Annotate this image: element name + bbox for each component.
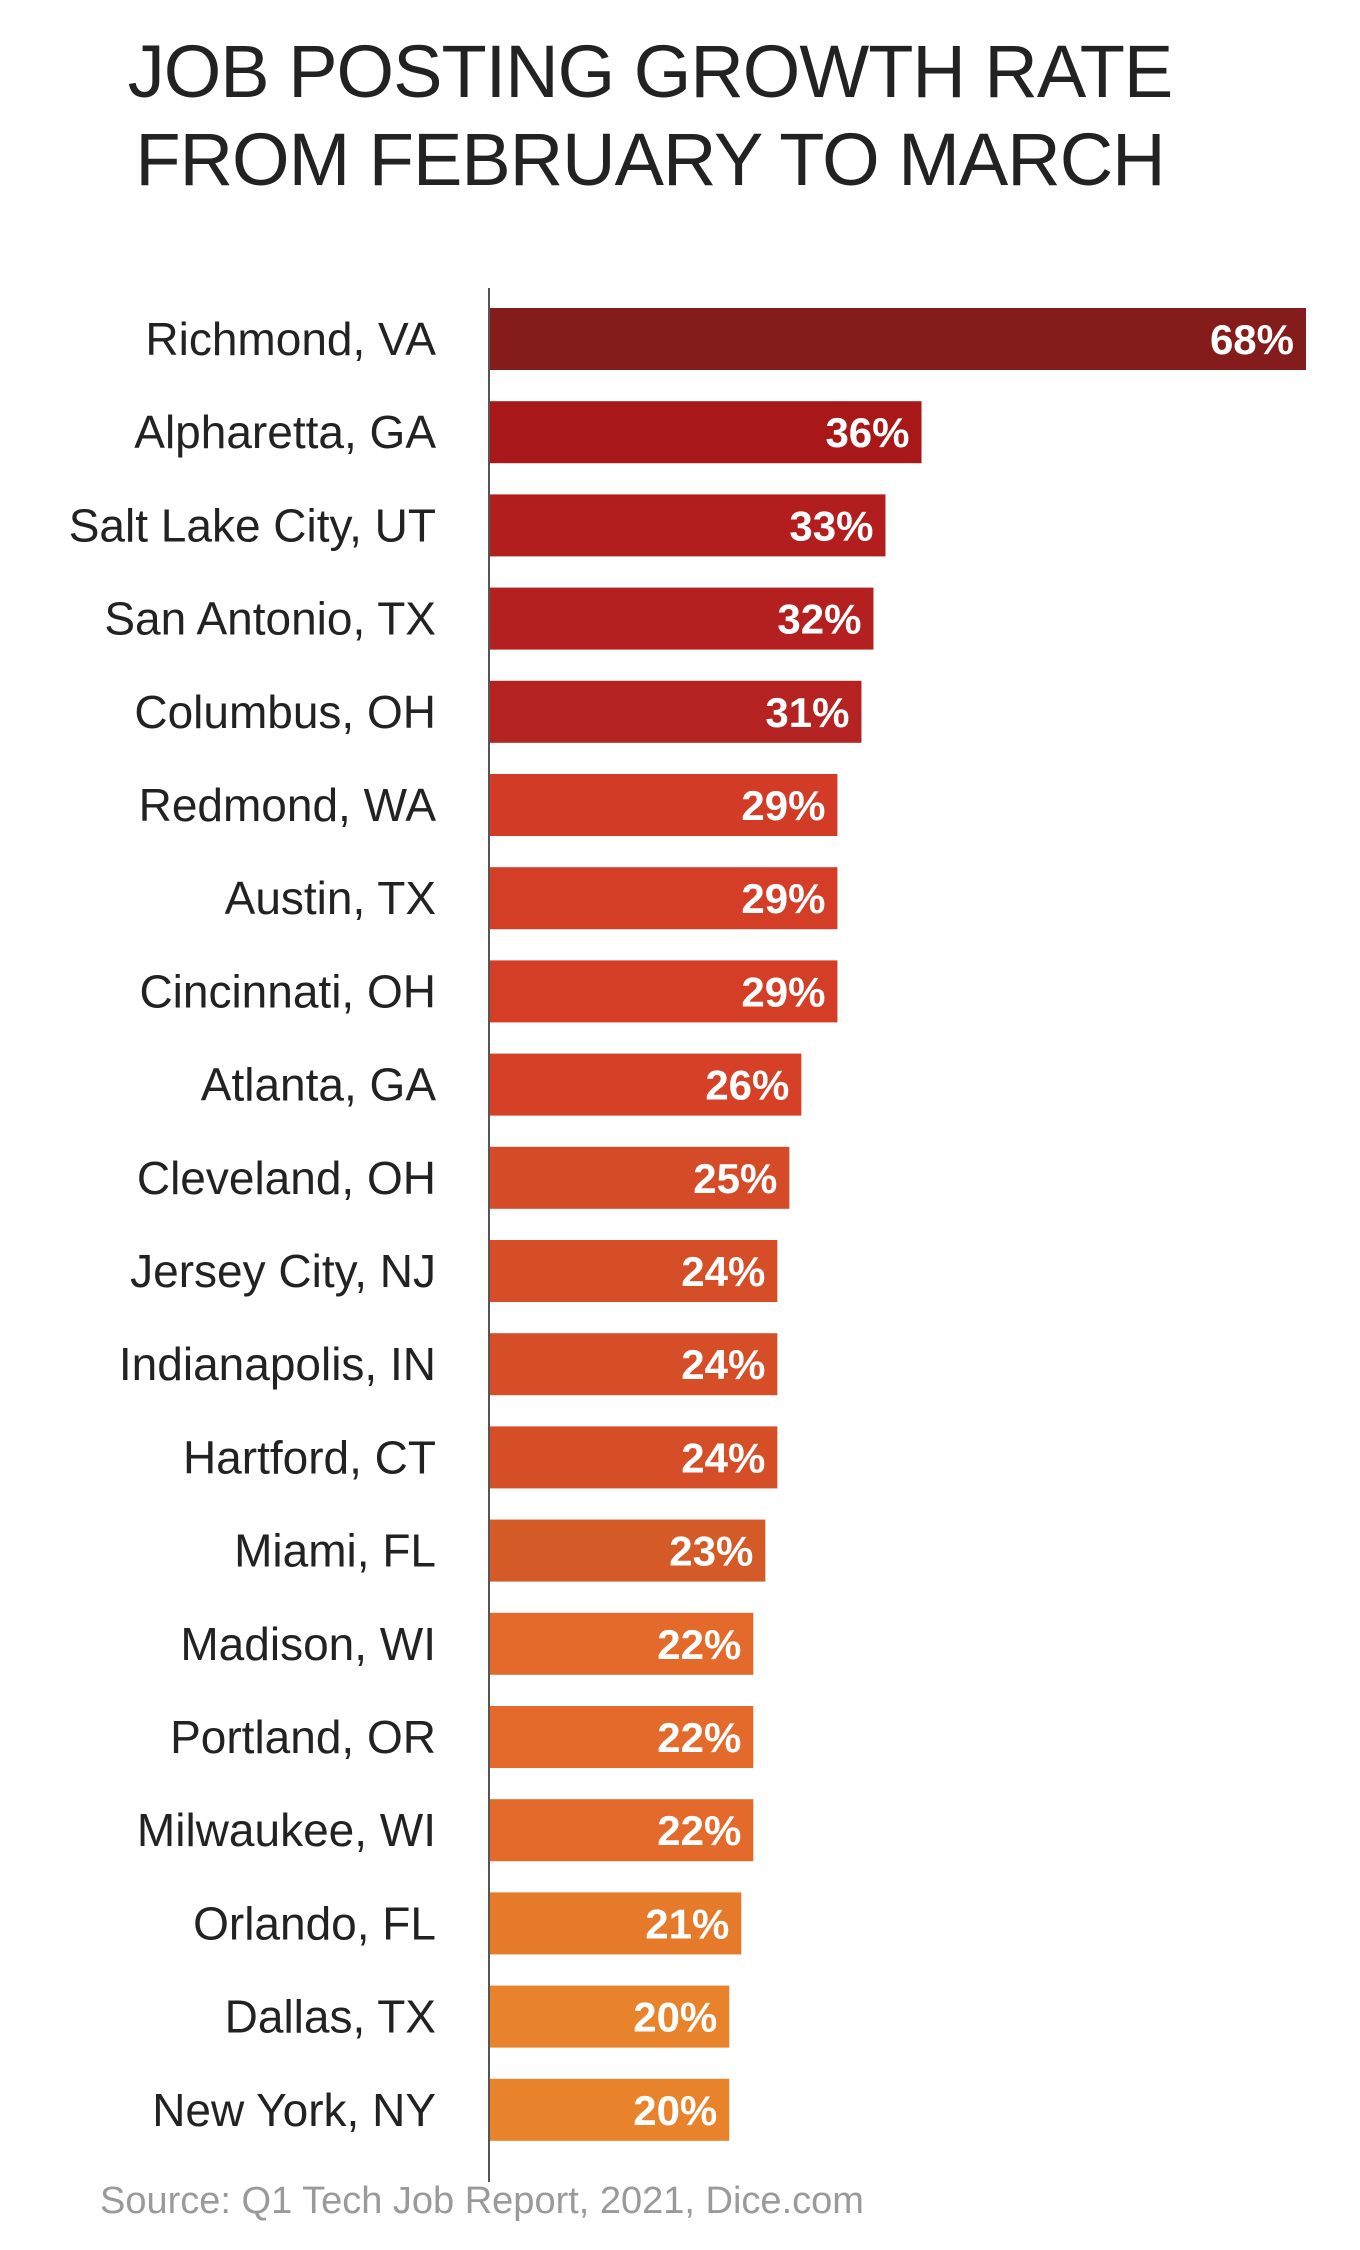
chart-title: JOB POSTING GROWTH RATE FROM FEBRUARY TO… bbox=[0, 28, 1300, 204]
category-label-5: Redmond, WA bbox=[139, 779, 437, 831]
bar-2 bbox=[489, 494, 886, 557]
bar-11 bbox=[489, 1333, 778, 1396]
value-label-10: 24% bbox=[681, 1248, 765, 1295]
bar-0 bbox=[489, 308, 1306, 370]
category-label-7: Cincinnati, OH bbox=[139, 965, 436, 1017]
value-label-13: 23% bbox=[669, 1528, 753, 1575]
category-label-16: Milwaukee, WI bbox=[137, 1804, 436, 1856]
category-label-18: Dallas, TX bbox=[225, 1991, 436, 2043]
value-label-18: 20% bbox=[633, 1994, 717, 2041]
value-label-16: 22% bbox=[657, 1807, 741, 1854]
category-label-0: Richmond, VA bbox=[145, 313, 436, 365]
value-label-12: 24% bbox=[681, 1434, 765, 1481]
chart-title-line-2: FROM FEBRUARY TO MARCH bbox=[135, 118, 1165, 201]
bar-13 bbox=[489, 1519, 766, 1582]
bars-layer: Richmond, VA 68% Alpharetta, GA 36% Salt Lak… bbox=[69, 308, 1306, 2141]
bar-4 bbox=[489, 680, 862, 743]
category-label-3: San Antonio, TX bbox=[104, 593, 436, 645]
bar-1 bbox=[489, 401, 922, 464]
value-label-8: 26% bbox=[705, 1062, 789, 1109]
value-label-2: 33% bbox=[789, 502, 873, 549]
value-label-19: 20% bbox=[633, 2087, 717, 2134]
category-label-8: Atlanta, GA bbox=[201, 1059, 437, 1111]
bar-9 bbox=[489, 1146, 790, 1209]
bar-10 bbox=[489, 1240, 778, 1302]
value-label-15: 22% bbox=[657, 1714, 741, 1761]
category-label-9: Cleveland, OH bbox=[137, 1152, 436, 1204]
value-label-4: 31% bbox=[765, 689, 849, 736]
category-label-17: Orlando, FL bbox=[193, 1897, 436, 1949]
category-label-15: Portland, OR bbox=[170, 1711, 436, 1763]
category-label-10: Jersey City, NJ bbox=[130, 1245, 436, 1297]
value-label-1: 36% bbox=[825, 409, 909, 456]
category-label-1: Alpharetta, GA bbox=[134, 406, 436, 458]
value-label-7: 29% bbox=[741, 968, 825, 1015]
value-label-14: 22% bbox=[657, 1621, 741, 1668]
bar-7 bbox=[489, 960, 838, 1023]
category-label-2: Salt Lake City, UT bbox=[69, 499, 436, 551]
category-label-11: Indianapolis, IN bbox=[119, 1338, 436, 1390]
value-label-11: 24% bbox=[681, 1341, 765, 1388]
value-label-9: 25% bbox=[693, 1155, 777, 1202]
bar-6 bbox=[489, 867, 838, 930]
bar-16 bbox=[489, 1799, 754, 1862]
category-label-19: New York, NY bbox=[152, 2084, 436, 2136]
value-label-0: 68% bbox=[1210, 316, 1294, 363]
bar-8 bbox=[489, 1053, 802, 1116]
value-label-5: 29% bbox=[741, 782, 825, 829]
bar-5 bbox=[489, 774, 838, 836]
value-label-3: 32% bbox=[777, 596, 861, 643]
category-label-13: Miami, FL bbox=[234, 1525, 436, 1577]
category-label-6: Austin, TX bbox=[225, 872, 436, 924]
bar-3 bbox=[489, 587, 874, 650]
bar-12 bbox=[489, 1426, 778, 1489]
bar-17 bbox=[489, 1892, 742, 1955]
category-label-14: Madison, WI bbox=[180, 1618, 436, 1670]
bar-15 bbox=[489, 1706, 754, 1768]
value-label-17: 21% bbox=[645, 1900, 729, 1947]
category-label-4: Columbus, OH bbox=[134, 686, 436, 738]
source-note: Source: Q1 Tech Job Report, 2021, Dice.c… bbox=[100, 2180, 864, 2222]
value-label-6: 29% bbox=[741, 875, 825, 922]
chart-title-line-1: JOB POSTING GROWTH RATE bbox=[127, 30, 1174, 113]
category-label-12: Hartford, CT bbox=[183, 1431, 436, 1483]
bar-18 bbox=[489, 1985, 730, 2048]
bar-19 bbox=[489, 2078, 730, 2141]
bar-14 bbox=[489, 1612, 754, 1675]
